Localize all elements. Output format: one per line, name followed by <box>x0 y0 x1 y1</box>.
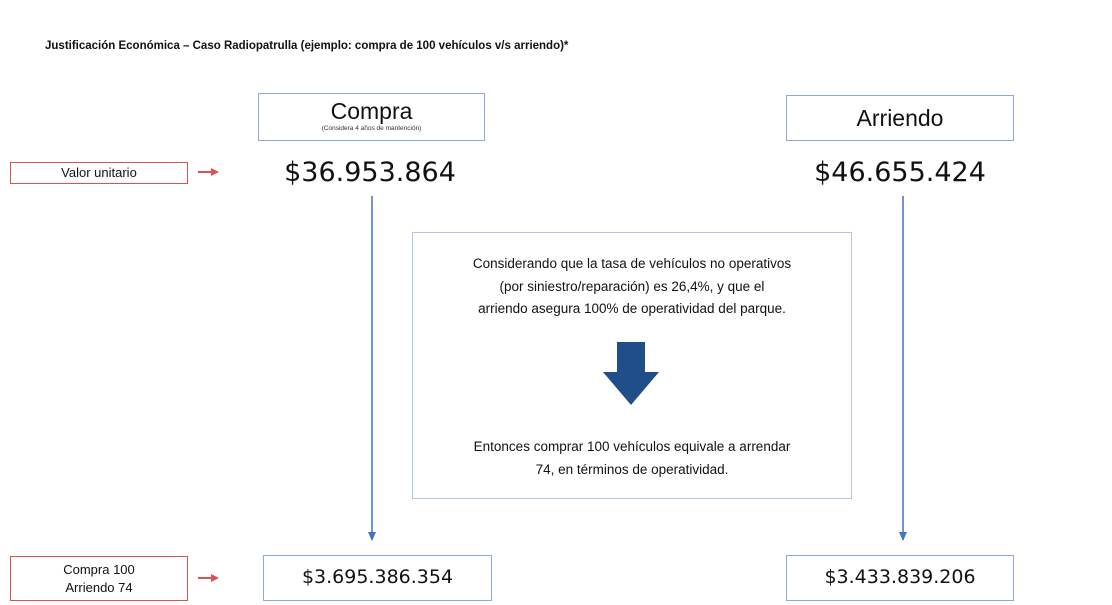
compra-note: (Considera 4 años de mantención) <box>321 125 422 132</box>
arrow-head <box>368 532 376 541</box>
unit-row-label: Valor unitario <box>10 162 188 184</box>
title: Justificación Económica – Caso Radiopatr… <box>45 40 569 52</box>
total-row-line: Compra 100 <box>63 562 135 577</box>
red-arrow-head <box>211 168 219 176</box>
total-row-label: Compra 100 Arriendo 74 <box>10 556 188 601</box>
red-arrow-head <box>211 574 219 582</box>
conclusion: Entonces comprar 100 vehículos equivale … <box>413 436 851 481</box>
arriendo-unit-value: $46.655.424 <box>814 157 986 188</box>
text-line: 74, en términos de operatividad. <box>535 461 729 477</box>
arriendo-label: Arriendo <box>856 105 944 131</box>
center-box: Considerando que la tasa de vehículos no… <box>412 232 852 499</box>
text-line: (por siniestro/reparación) es 26,4%, y q… <box>499 278 765 294</box>
compra-label: Compra <box>330 98 413 124</box>
text-line: Considerando que la tasa de vehículos no… <box>472 256 792 271</box>
arriendo-total: $3.433.839.206 <box>786 555 1014 601</box>
arriendo-header: Arriendo <box>786 95 1014 141</box>
total-row-line: Arriendo 74 <box>65 580 133 595</box>
premise: Considerando que la tasa de vehículos no… <box>413 253 851 321</box>
text-line: Entonces comprar 100 vehículos equivale … <box>473 439 791 454</box>
down-arrow <box>603 342 659 405</box>
compra-header: Compra (Considera 4 años de mantención) <box>258 93 485 141</box>
text-line: arriendo asegura 100% de operatividad de… <box>478 301 786 316</box>
compra-total: $3.695.386.354 <box>263 555 492 601</box>
compra-unit-value: $36.953.864 <box>284 157 456 188</box>
arrow-head <box>899 532 907 541</box>
